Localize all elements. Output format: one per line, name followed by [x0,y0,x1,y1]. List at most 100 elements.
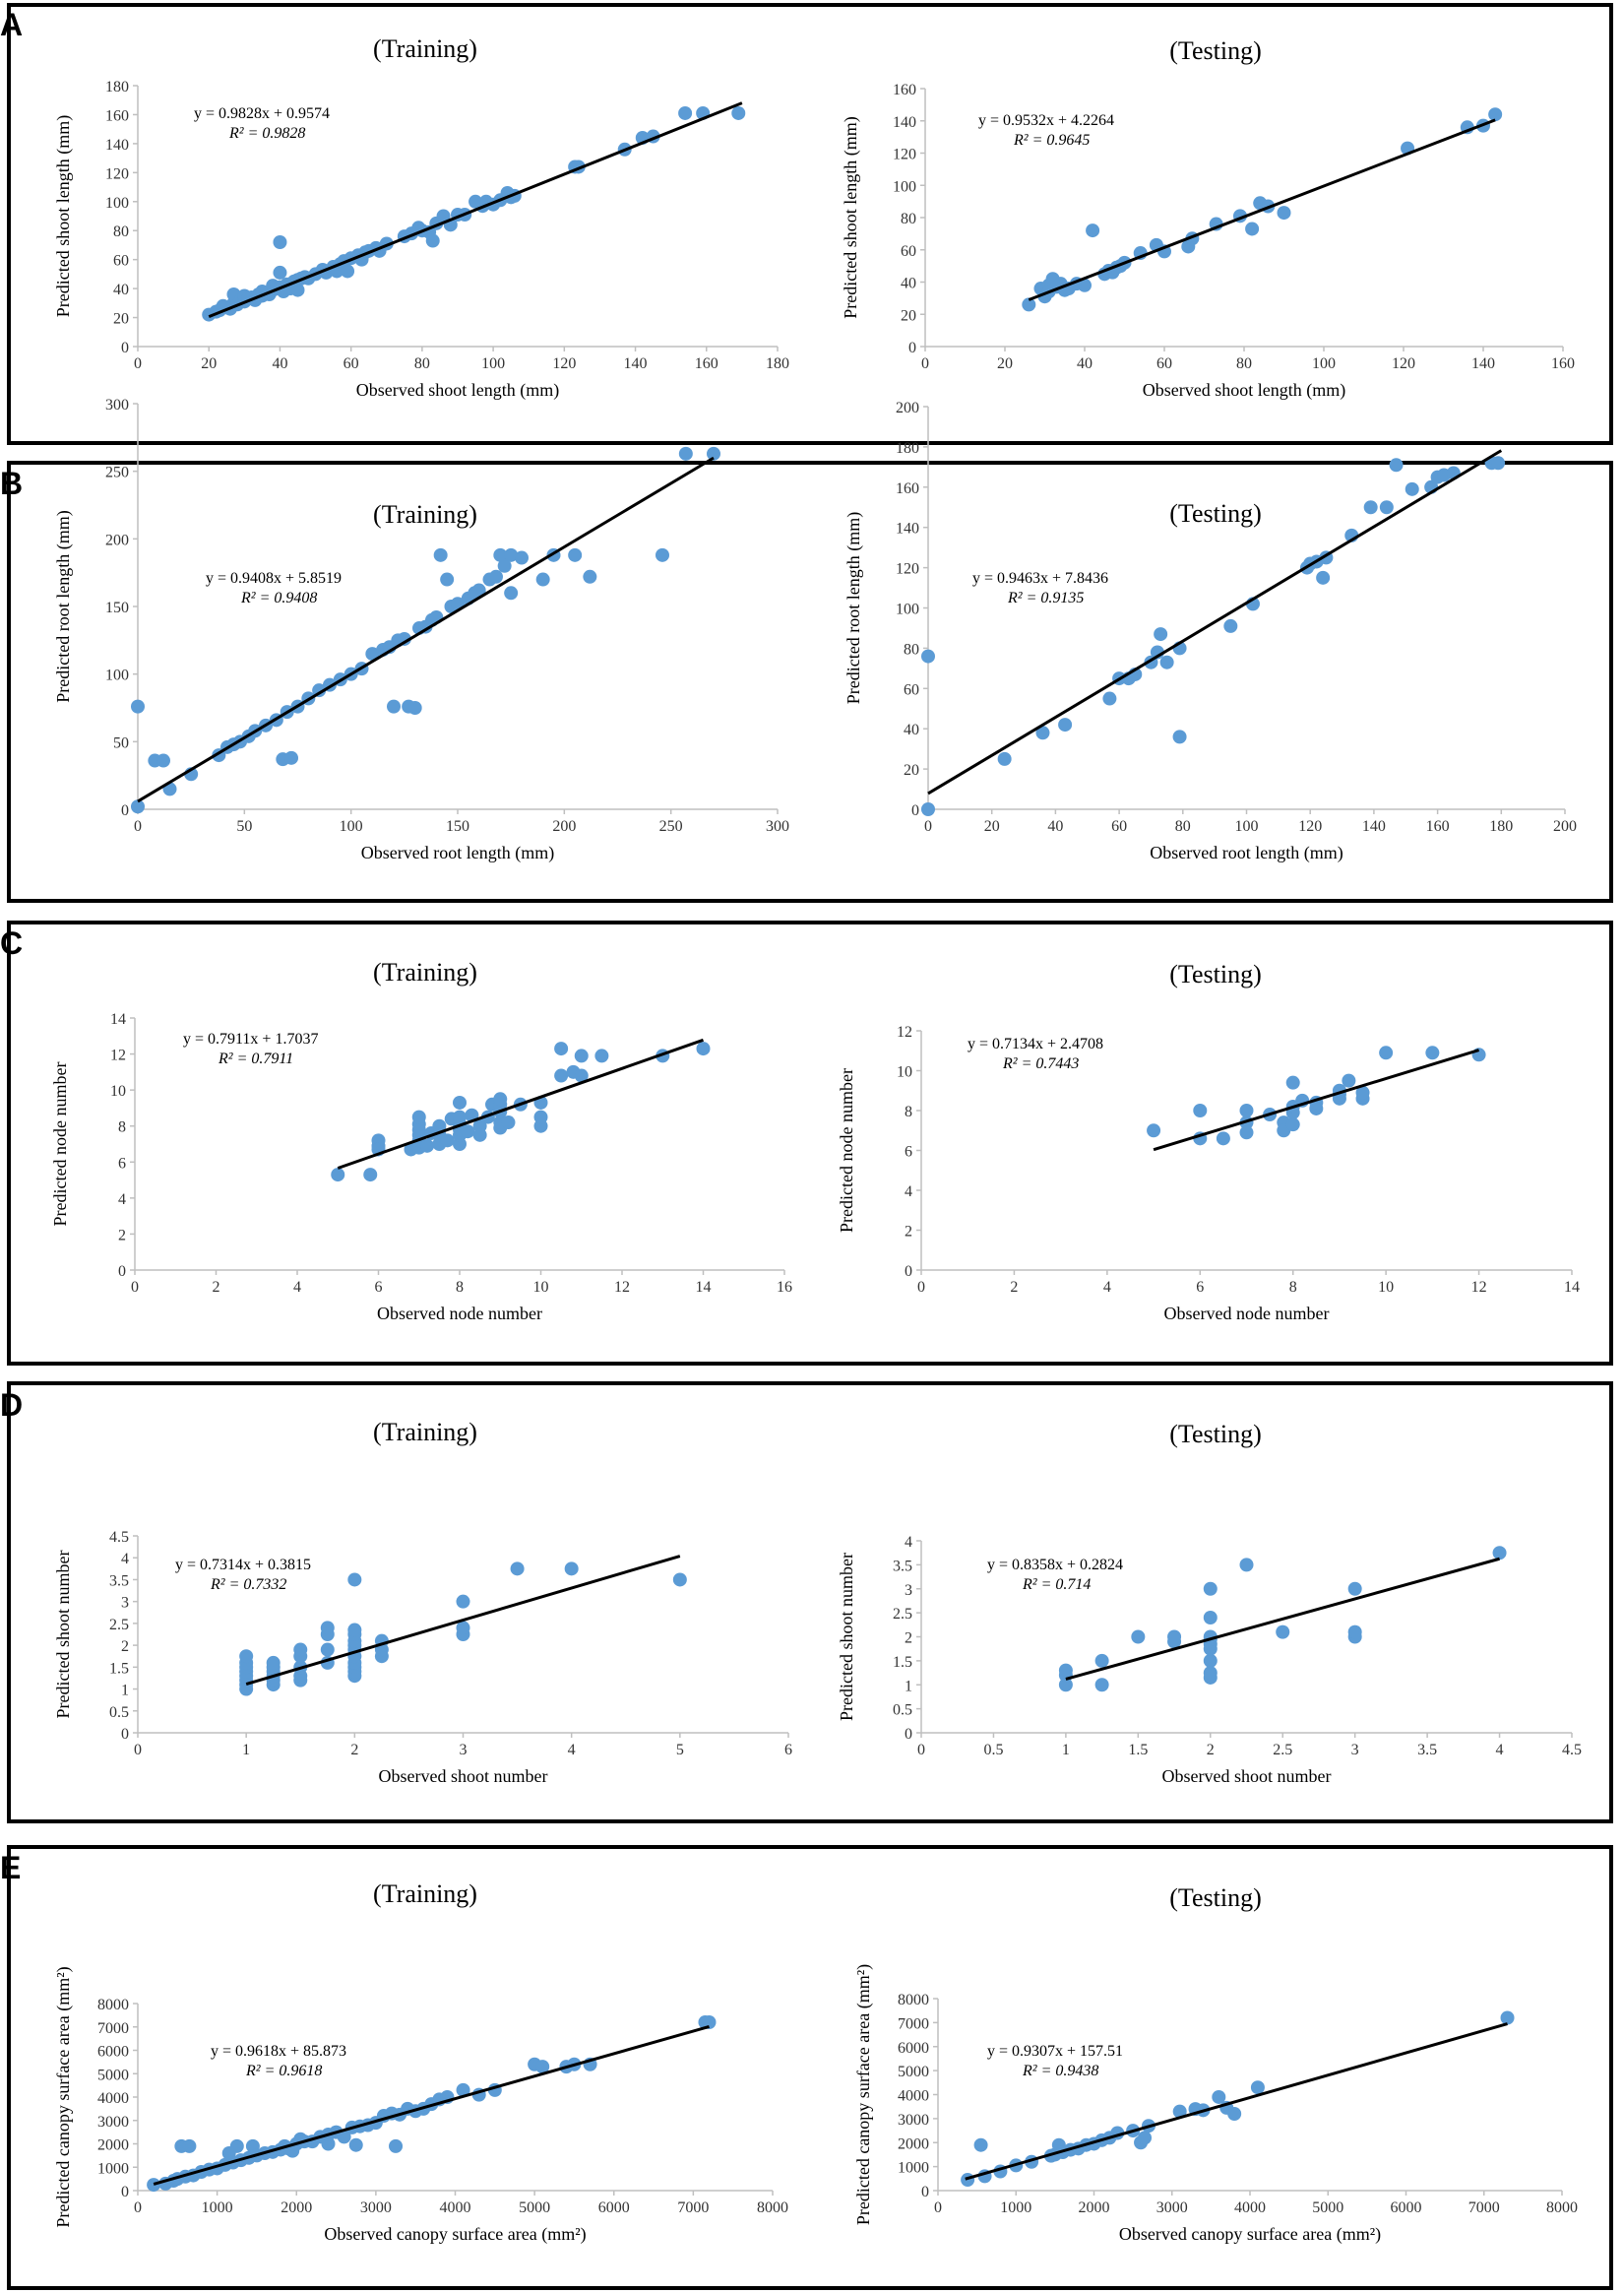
x-tick-label: 150 [446,818,469,835]
y-tick-label: 0 [121,802,129,819]
data-point [493,547,508,562]
panel-letter-a: A [0,7,23,42]
data-point [411,1110,426,1124]
y-tick-label: 12 [897,1024,912,1041]
x-tick-label: 120 [552,355,576,372]
data-point [554,1042,569,1056]
x-tick-label: 140 [624,355,648,372]
r-squared-label: R² = 0.714 [1022,1576,1091,1593]
data-point [1500,2010,1515,2025]
data-point [363,1168,378,1182]
chart-a-testing: (Testing) 0 20 40 60 80 100 120 140 160 0 20 40 60 80 1… [841,36,1575,401]
data-point [1058,718,1073,732]
y-tick-label: 12 [110,1048,126,1064]
x-tick-label: 0 [134,2199,142,2216]
x-tick-label: 4000 [440,2199,471,2216]
trendline [208,101,743,319]
x-tick-label: 180 [1489,818,1513,835]
data-point [331,1168,345,1182]
data-point [389,2138,404,2153]
y-axis-label: Predicted root length (mm) [53,510,74,702]
data-point [997,751,1012,766]
y-tick-label: 140 [896,521,919,538]
y-tick-label: 160 [893,82,916,98]
x-tick-label: 10 [1378,1279,1394,1296]
x-tick-label: 14 [696,1279,712,1296]
data-point [407,701,422,715]
y-tick-label: 8000 [898,1992,929,2008]
y-axis-label: Predicted node number [837,1068,856,1233]
x-tick-label: 5 [676,1742,684,1758]
y-tick-label: 4.5 [109,1529,129,1546]
data-point [921,802,935,816]
y-tick-label: 300 [105,397,129,414]
x-axis-label: Observed node number [377,1304,542,1323]
data-point [564,1561,579,1576]
data-point [489,569,503,584]
data-point [1405,481,1419,496]
data-point [696,1042,711,1056]
chart-title: (Training) [373,958,477,987]
x-tick-label: 160 [1426,818,1450,835]
data-point [433,547,448,562]
y-tick-label: 0 [921,2184,929,2200]
x-tick-label: 2000 [1079,2199,1110,2216]
x-tick-label: 3.5 [1417,1742,1437,1758]
r-squared-label: R² = 0.9645 [1013,132,1090,149]
data-point [453,1110,467,1124]
panel-frame-b [7,461,1613,903]
data-point [273,235,287,249]
x-axis-label: Observed canopy surface area (mm²) [324,2224,586,2245]
y-tick-label: 40 [113,282,129,298]
x-tick-label: 3000 [360,2199,392,2216]
trendline-equation: y = 0.8358x + 0.2824 [987,1557,1123,1573]
y-tick-label: 160 [105,107,129,124]
y-tick-label: 200 [896,400,919,416]
y-tick-label: 60 [901,243,916,260]
data-point [1094,1653,1109,1668]
x-tick-label: 14 [1564,1279,1580,1296]
data-point [320,1621,335,1635]
trendline-equation: y = 0.7134x + 2.4708 [968,1036,1103,1052]
x-tick-label: 20 [997,355,1013,372]
data-point [1154,627,1168,642]
data-point [515,550,529,565]
x-tick-label: 250 [659,818,683,835]
trendline-equation: y = 0.9532x + 4.2264 [978,112,1114,129]
data-point [131,699,145,714]
r-squared-label: R² = 0.7911 [218,1051,293,1067]
x-tick-label: 2.5 [1273,1742,1292,1758]
data-point [493,1092,508,1107]
trendline [337,1038,704,1170]
y-tick-label: 3.5 [893,1558,912,1574]
data-point [535,2060,550,2074]
x-tick-label: 2 [1207,1742,1215,1758]
y-tick-label: 160 [896,480,919,497]
x-tick-label: 120 [1392,355,1415,372]
y-tick-label: 2.5 [893,1606,912,1623]
data-point [1379,500,1394,515]
x-tick-label: 180 [766,355,789,372]
y-axis-label: Predicted shoot number [837,1553,856,1721]
data-point [1491,456,1506,471]
x-tick-label: 0 [134,1742,142,1758]
y-tick-label: 0.5 [893,1702,912,1719]
x-tick-label: 12 [1471,1279,1487,1296]
data-point [1425,1046,1440,1060]
data-point [1379,1046,1394,1060]
r-squared-label: R² = 0.9618 [245,2063,322,2079]
y-tick-label: 2.5 [109,1617,129,1633]
data-point [284,750,298,765]
data-point [1285,1117,1300,1132]
panel-frame-e [7,1845,1613,2290]
y-tick-label: 8 [905,1104,912,1120]
x-tick-label: 4 [1103,1279,1111,1296]
chart-title: (Testing) [1169,1420,1262,1448]
trendline [153,2025,710,2186]
x-tick-label: 5000 [1312,2199,1343,2216]
data-point [1203,1611,1218,1624]
x-axis-label: Observed canopy surface area (mm²) [1119,2224,1381,2245]
data-point [1245,222,1260,236]
data-point [1239,1104,1254,1117]
x-tick-label: 0 [917,1742,925,1758]
